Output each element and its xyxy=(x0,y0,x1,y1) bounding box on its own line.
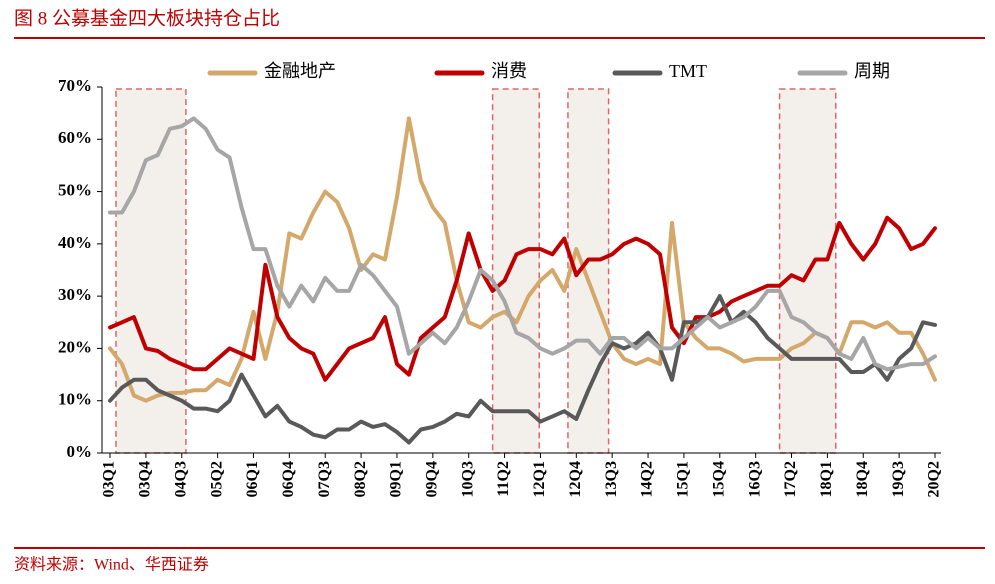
series-line xyxy=(108,215,937,382)
y-tick-label: 40% xyxy=(58,233,92,252)
series-line xyxy=(108,116,937,403)
y-tick-label: 60% xyxy=(58,128,92,147)
title-rule xyxy=(14,37,985,39)
series-line xyxy=(108,116,937,372)
legend-label: TMT xyxy=(669,61,707,81)
y-tick-label: 0% xyxy=(67,442,93,461)
x-tick-label: 15Q4 xyxy=(710,461,727,497)
series-line xyxy=(108,294,937,445)
legend-label: 周期 xyxy=(854,61,890,81)
x-tick-label: 19Q3 xyxy=(890,461,907,497)
x-tick-label: 08Q2 xyxy=(352,461,369,497)
chart-title: 图 8 公募基金四大板块持仓占比 xyxy=(14,7,280,29)
x-tick-label: 16Q3 xyxy=(746,461,763,497)
x-tick-label: 10Q3 xyxy=(459,461,476,497)
x-tick-label: 09Q1 xyxy=(388,461,405,497)
y-tick-label: 30% xyxy=(58,285,92,304)
y-tick-label: 20% xyxy=(58,337,92,356)
legend-label: 消费 xyxy=(491,61,527,81)
source: 资料来源：Wind、华西证券 xyxy=(14,556,209,574)
x-tick-label: 04Q3 xyxy=(172,461,189,497)
y-tick-label: 70% xyxy=(58,76,92,95)
y-tick-label: 10% xyxy=(58,390,92,409)
x-tick-label: 17Q2 xyxy=(782,461,799,497)
x-tick-label: 03Q4 xyxy=(137,461,154,497)
x-tick-label: 03Q1 xyxy=(101,461,118,497)
y-tick-label: 50% xyxy=(58,180,92,199)
x-tick-label: 20Q2 xyxy=(926,461,943,497)
legend-label: 金融地产 xyxy=(264,61,336,81)
x-tick-label: 12Q1 xyxy=(531,461,548,497)
x-tick-label: 14Q2 xyxy=(639,461,656,497)
x-tick-label: 13Q3 xyxy=(603,461,620,497)
x-tick-label: 07Q3 xyxy=(316,461,333,497)
x-tick-label: 11Q2 xyxy=(495,461,512,497)
x-tick-label: 15Q1 xyxy=(675,461,692,497)
shaded-period xyxy=(491,88,540,454)
x-tick-label: 09Q4 xyxy=(423,461,440,497)
x-tick-label: 05Q2 xyxy=(208,461,225,497)
x-tick-label: 18Q4 xyxy=(854,461,871,497)
x-tick-label: 12Q4 xyxy=(567,461,584,497)
source-rule xyxy=(14,547,985,549)
x-tick-label: 06Q1 xyxy=(244,461,261,497)
x-tick-label: 06Q4 xyxy=(280,461,297,497)
x-tick-label: 18Q1 xyxy=(818,461,835,497)
